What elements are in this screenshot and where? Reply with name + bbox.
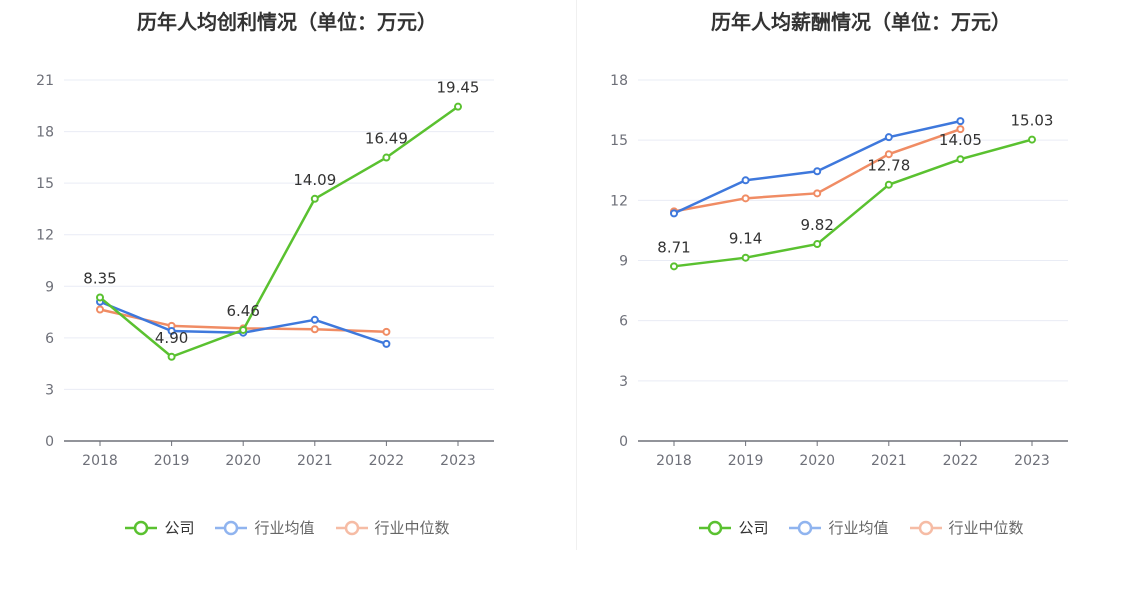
series-line-avg [673,119,961,215]
legend-line-icon [789,520,822,535]
x-tick-label: 2020 [799,453,835,469]
data-point-company [813,240,822,249]
data-point-company [454,102,462,111]
data-label: 14.05 [939,131,982,149]
data-label: 15.03 [1011,112,1054,130]
y-tick-label: 9 [45,279,54,295]
legend-line-icon [699,520,732,535]
series-line-company [673,138,1033,268]
y-tick-label: 0 [45,434,54,450]
x-tick-label: 2019 [728,453,764,469]
y-tick-label: 21 [36,73,54,89]
data-label: 9.82 [800,216,833,234]
line-chart-salary: 0 3 6 9 12 15 18 2018 2019 2020 2021 2022 2023 8.71 9.… [610,73,1068,469]
y-tick-label: 0 [619,434,628,450]
y-tick-label: 6 [619,314,628,330]
data-point-company [310,194,319,203]
legend: 公司 行业均值 行业中位数 [0,517,574,538]
y-tick-label: 3 [619,374,628,390]
data-point-avg [310,315,319,324]
data-point-avg [956,117,965,126]
y-tick-label: 15 [36,176,54,192]
x-tick-label: 2021 [297,453,333,469]
data-label: 8.71 [657,238,690,256]
data-point-avg [670,209,678,218]
chart-title: 历年人均薪酬情况（单位：万元） [711,10,1011,34]
legend-label: 行业均值 [254,519,315,537]
data-point-company [884,180,893,189]
legend-item-median[interactable]: 行业中位数 [909,517,1024,538]
x-tick-label: 2018 [656,453,692,469]
x-tick-label: 2019 [154,453,190,469]
data-point-company [956,155,965,164]
y-tick-label: 12 [610,193,628,209]
x-tick-label: 2023 [440,453,476,469]
x-tick-label: 2022 [369,453,405,469]
series-line-company [99,105,459,359]
legend-item-avg[interactable]: 行业均值 [788,517,889,538]
legend-line-icon [125,520,158,535]
data-label: 8.35 [83,269,116,287]
y-tick-label: 6 [45,331,54,347]
legend-label: 行业中位数 [948,519,1024,537]
x-tick-label: 2023 [1014,453,1050,469]
data-point-avg [813,167,822,176]
legend-label: 行业中位数 [374,519,450,537]
legend-item-company[interactable]: 公司 [698,517,768,538]
legend-line-icon [335,520,368,535]
y-tick-label: 3 [45,382,54,398]
x-tick-label: 2022 [943,453,979,469]
data-point-median [382,327,391,336]
data-point-company [741,253,750,262]
y-tick-label: 9 [619,254,628,270]
data-point-median [741,194,750,203]
data-label: 9.14 [729,230,762,248]
data-point-avg [884,133,893,142]
legend-item-median[interactable]: 行业中位数 [335,517,450,538]
legend: 公司 行业均值 行业中位数 [574,517,1148,538]
data-label: 6.46 [226,302,259,320]
data-point-company [670,262,678,271]
legend-line-icon [909,520,942,535]
x-tick-label: 2020 [225,453,261,469]
data-point-avg [741,176,750,185]
data-point-avg [167,326,176,335]
chart-panel-salary: 历年人均薪酬情况（单位：万元） 0 3 6 9 12 15 18 2018 2019 2020 20… [574,0,1148,589]
y-tick-label: 15 [610,133,628,149]
y-tick-label: 18 [610,73,628,89]
data-point-median [956,125,965,134]
legend-label: 公司 [738,519,769,537]
chart-title: 历年人均创利情况（单位：万元） [137,10,437,34]
data-point-avg [382,339,391,348]
data-point-company [1028,135,1036,144]
data-point-median [884,150,893,159]
data-point-median [813,189,822,198]
data-label: 14.09 [293,171,336,189]
chart-panel-profit: 历年人均创利情况（单位：万元） 0 3 6 9 12 15 18 21 2018 2019 2020… [0,10,574,538]
data-label: 19.45 [437,79,480,97]
data-point-company [96,293,104,302]
data-point-company [239,325,248,334]
line-chart-profit: 0 3 6 9 12 15 18 21 2018 2019 2020 2021 2022 2023 8.35… [36,73,494,469]
legend-label: 公司 [164,519,195,537]
data-point-company [167,352,176,361]
legend-item-company[interactable]: 公司 [124,517,194,538]
data-point-median [96,305,104,314]
data-point-company [382,153,391,162]
legend-item-avg[interactable]: 行业均值 [214,517,315,538]
x-tick-label: 2018 [82,453,118,469]
y-tick-label: 12 [36,228,54,244]
y-tick-label: 18 [36,125,54,141]
panel-divider [576,0,577,550]
data-label: 16.49 [365,130,408,148]
x-tick-label: 2021 [871,453,907,469]
data-point-median [310,325,319,334]
legend-label: 行业均值 [828,519,889,537]
data-label: 4.90 [155,329,188,347]
legend-line-icon [215,520,248,535]
data-label: 12.78 [867,157,910,175]
